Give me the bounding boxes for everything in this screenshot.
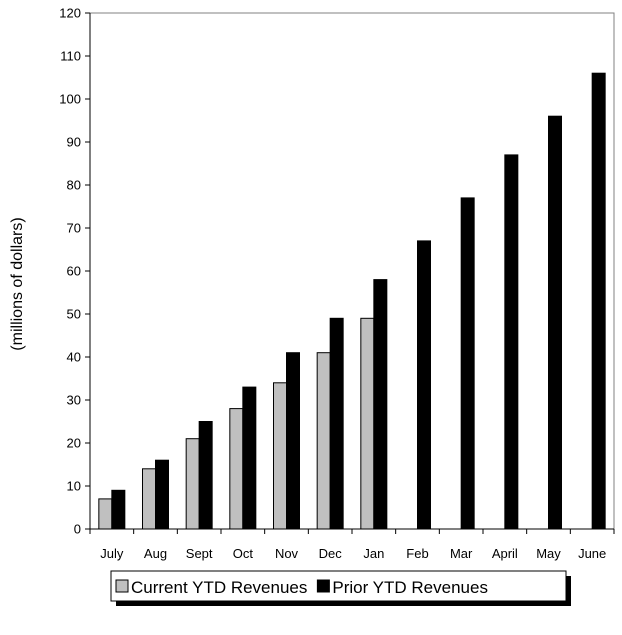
y-axis-title: (millions of dollars) [9,217,26,350]
bar-prior-april [504,154,519,530]
x-tick-label: Jan [363,546,384,561]
x-tick-label: Sept [186,546,213,561]
bar-current-aug [142,468,156,530]
legend: Current YTD Revenues Prior YTD Revenues [110,570,571,606]
x-tick-label: Nov [275,546,299,561]
legend-label-prior: Prior YTD Revenues [332,578,488,597]
bar-prior-mar [460,197,475,530]
bar-prior-oct [242,386,257,530]
bar-prior-june [591,72,606,530]
bar-current-oct [229,408,244,530]
bar-current-nov [273,382,287,530]
x-tick-label: Mar [450,546,473,561]
x-tick-label: Oct [233,546,254,561]
bar-current-july [98,498,113,530]
legend-swatch-prior [316,579,330,593]
plot-frame [89,12,615,530]
x-tick-label: April [492,546,518,561]
bar-prior-aug [155,459,169,530]
x-tick-label: July [100,546,124,561]
x-tick-label: Feb [406,546,428,561]
y-tick-label: 60 [67,264,81,279]
y-tick-label: 50 [67,307,81,322]
y-axis-ticks: 0 10 20 30 40 50 60 70 80 90 100 110 120 [59,6,91,537]
y-tick-label: 10 [67,479,81,494]
x-tick-label: May [536,546,561,561]
y-tick-label: 120 [59,6,81,21]
y-tick-label: 80 [67,178,81,193]
y-tick-label: 110 [60,49,81,64]
y-tick-label: 30 [67,393,81,408]
bar-prior-sept [198,421,213,530]
x-tick-label: June [578,546,606,561]
bar-current-dec [316,352,331,530]
plot-area [89,12,615,530]
y-tick-label: 20 [67,436,81,451]
bar-prior-nov [286,352,300,530]
bar-prior-july [111,489,126,530]
y-tick-label: 70 [67,221,81,236]
y-tick-label: 0 [74,522,81,537]
x-tick-label: Dec [319,546,343,561]
x-tick-label: Aug [144,546,167,561]
legend-swatch-current [115,579,129,593]
y-tick-label: 100 [59,92,81,107]
bar-current-sept [185,438,200,530]
y-tick-label: 90 [67,135,81,150]
legend-box [110,570,567,602]
y-tick-label: 40 [67,350,81,365]
bar-prior-may [548,115,562,530]
bar-current-jan [360,317,375,530]
bar-prior-dec [329,317,344,530]
legend-label-current: Current YTD Revenues [131,578,307,597]
bar-prior-jan [373,279,388,530]
x-axis-ticks: July Aug Sept Oct Nov Dec Jan Feb Mar April May Jun… [89,528,615,561]
bar-prior-feb [417,240,431,530]
